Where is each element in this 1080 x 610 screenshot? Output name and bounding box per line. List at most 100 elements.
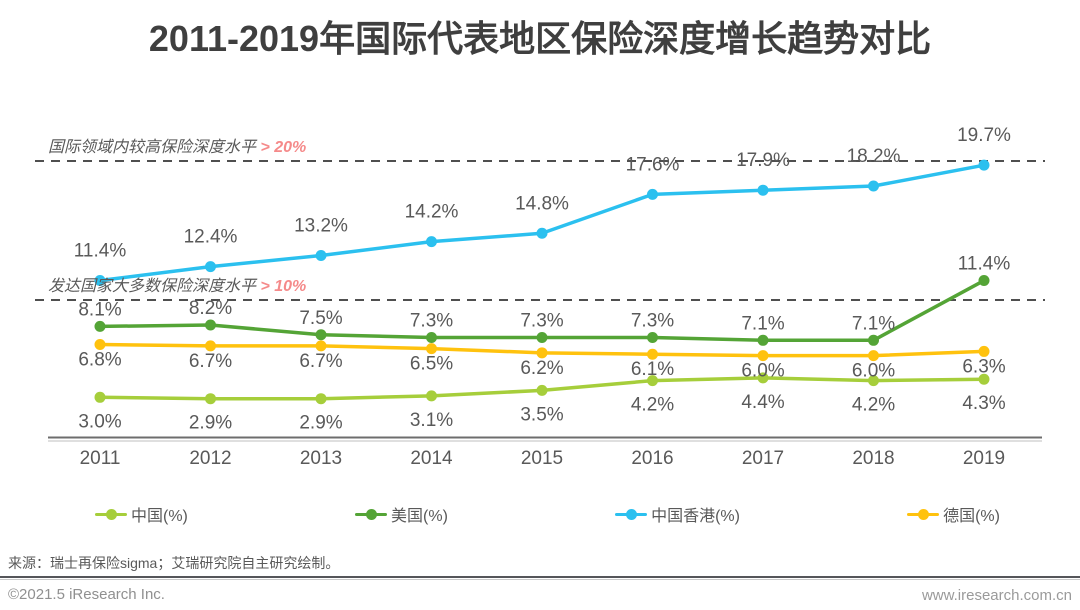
data-label: 3.1% bbox=[410, 410, 453, 431]
data-label: 14.2% bbox=[405, 202, 459, 223]
data-point-marker bbox=[205, 319, 216, 331]
data-label: 7.3% bbox=[410, 311, 453, 332]
data-point-marker bbox=[536, 384, 548, 396]
x-axis-tick-label: 2012 bbox=[189, 448, 231, 469]
hongkong-series-marker-icon bbox=[615, 508, 648, 520]
reference-line-annotation: 发达国家大多数保险深度水平 > 10% bbox=[48, 277, 306, 295]
data-point-marker bbox=[978, 345, 990, 357]
data-point-marker bbox=[315, 393, 327, 405]
data-point-marker bbox=[868, 334, 879, 346]
data-point-marker bbox=[205, 393, 216, 405]
series-line bbox=[98, 342, 986, 358]
data-point-marker bbox=[536, 332, 548, 344]
data-point-marker bbox=[94, 275, 106, 287]
x-axis-tick-label: 2018 bbox=[852, 448, 894, 469]
x-axis-tick-label: 2015 bbox=[521, 448, 563, 469]
data-point-marker bbox=[315, 250, 327, 262]
data-label: 4.2% bbox=[852, 395, 895, 416]
data-label: 7.3% bbox=[631, 311, 674, 332]
data-label: 4.2% bbox=[631, 395, 674, 416]
legend-item-hongkong: 中国香港(%) bbox=[615, 502, 740, 526]
data-label: 12.4% bbox=[184, 227, 238, 248]
x-axis-tick-label: 2011 bbox=[80, 448, 121, 469]
legend-item-china: 中国(%) bbox=[95, 502, 188, 526]
data-label: 2.9% bbox=[189, 413, 232, 434]
legend-label-usa: 美国(%) bbox=[391, 508, 448, 525]
data-point-marker bbox=[868, 180, 879, 192]
data-point-marker bbox=[205, 340, 216, 352]
data-label: 7.1% bbox=[741, 313, 784, 334]
data-label: 6.1% bbox=[631, 359, 674, 380]
data-label: 6.8% bbox=[78, 349, 121, 370]
data-label: 4.3% bbox=[962, 393, 1005, 414]
data-label: 7.5% bbox=[299, 308, 342, 329]
chart-title: 2011-2019年国际代表地区保险深度增长趋势对比 bbox=[148, 18, 932, 59]
data-label: 2.9% bbox=[299, 413, 342, 434]
data-label: 8.1% bbox=[78, 299, 121, 320]
data-point-marker bbox=[94, 320, 106, 332]
data-point-marker bbox=[536, 227, 548, 239]
data-label: 6.7% bbox=[189, 351, 232, 372]
legend-item-usa: 美国(%) bbox=[355, 502, 448, 526]
series-line bbox=[98, 376, 986, 401]
series-美国(%): 8.1% 8.2% 7.5% 7.3% 7.3% 7.3% 7.1% 7.1% 11.4% bbox=[78, 254, 1010, 346]
legend-item-germany: 德国(%) bbox=[907, 502, 1000, 526]
website-link: www.iresearch.com.cn bbox=[921, 587, 1072, 604]
data-point-marker bbox=[315, 329, 327, 341]
data-point-marker bbox=[868, 375, 879, 387]
data-point-marker bbox=[536, 347, 548, 359]
x-axis-tick-label: 2017 bbox=[742, 448, 784, 469]
data-label: 17.6% bbox=[626, 154, 680, 175]
copyright-text: ©2021.5 iResearch Inc. bbox=[8, 586, 165, 603]
data-label: 19.7% bbox=[957, 125, 1011, 146]
x-axis: 2011 2012 2013 2014 2015 2016 2017 2018 2019 bbox=[48, 436, 1042, 469]
series-line bbox=[98, 163, 986, 283]
data-point-marker bbox=[978, 159, 990, 171]
series-德国(%): 6.8% 6.7% 6.7% 6.5% 6.2% 6.1% 6.0% 6.0% 6.3% bbox=[78, 338, 1006, 382]
data-label: 14.8% bbox=[515, 193, 569, 214]
series-中国香港(%): 11.4% 12.4% 13.2% 14.2% 14.8% 17.6% 17.9% 18.2%… bbox=[74, 125, 1011, 287]
data-point-marker bbox=[647, 375, 658, 387]
chart-legend: 中国(%) 美国(%) 中国香港(%) 德国(%) bbox=[95, 502, 1000, 526]
legend-label-germany: 德国(%) bbox=[943, 508, 1000, 525]
data-point-marker bbox=[94, 338, 106, 350]
x-axis-tick-label: 2014 bbox=[410, 448, 453, 469]
data-point-marker bbox=[647, 188, 658, 200]
usa-series-marker-icon bbox=[355, 508, 388, 520]
x-axis-tick-label: 2019 bbox=[963, 448, 1005, 469]
data-point-marker bbox=[757, 372, 769, 384]
data-point-marker bbox=[426, 343, 437, 355]
series-中国(%): 3.0% 2.9% 2.9% 3.1% 3.5% 4.2% 4.4% 4.2% 4.3% bbox=[78, 372, 1006, 434]
data-point-marker bbox=[426, 390, 437, 402]
data-label: 3.0% bbox=[78, 411, 121, 432]
data-point-marker bbox=[426, 332, 437, 344]
data-point-marker bbox=[757, 334, 769, 346]
legend-label-hongkong: 中国香港(%) bbox=[651, 508, 740, 525]
data-point-marker bbox=[647, 348, 658, 360]
reference-line-annotation: 国际领域内较高保险深度水平 > 20% bbox=[48, 138, 306, 156]
series-line bbox=[98, 278, 986, 343]
data-label: 6.5% bbox=[410, 354, 453, 375]
data-label: 11.4% bbox=[74, 241, 127, 262]
china-series-marker-icon bbox=[95, 508, 127, 520]
data-point-marker bbox=[647, 332, 658, 344]
data-label: 11.4% bbox=[958, 254, 1011, 275]
germany-series-marker-icon bbox=[907, 508, 940, 520]
data-point-marker bbox=[315, 340, 327, 352]
data-point-marker bbox=[757, 184, 769, 196]
data-label: 8.2% bbox=[189, 298, 232, 319]
source-note: 来源：瑞士再保险sigma；艾瑞研究院自主研究绘制。 bbox=[8, 555, 340, 571]
data-point-marker bbox=[868, 350, 879, 362]
x-axis-tick-label: 2016 bbox=[631, 448, 673, 469]
data-label: 6.0% bbox=[741, 361, 784, 382]
data-label: 4.4% bbox=[741, 392, 784, 413]
data-label: 18.2% bbox=[847, 146, 901, 167]
data-point-marker bbox=[978, 373, 990, 385]
data-label: 7.1% bbox=[852, 313, 895, 334]
legend-label-china: 中国(%) bbox=[131, 508, 188, 525]
data-label: 6.2% bbox=[520, 358, 563, 379]
data-point-marker bbox=[978, 275, 990, 287]
data-label: 3.5% bbox=[520, 404, 563, 425]
data-label: 6.3% bbox=[962, 356, 1005, 377]
data-label: 6.7% bbox=[299, 351, 342, 372]
